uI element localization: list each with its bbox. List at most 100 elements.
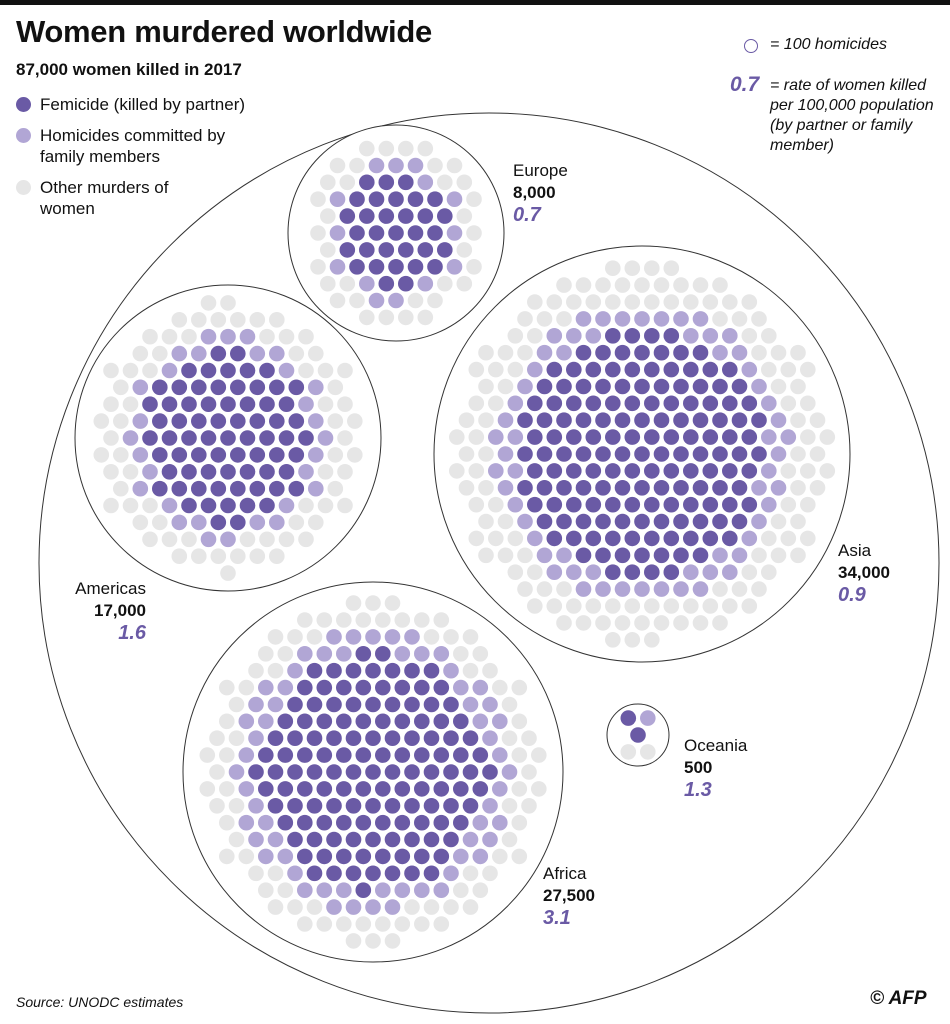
- dot-africa-femicide: [277, 781, 294, 797]
- dot-asia-other: [546, 294, 563, 310]
- dot-asia-other: [780, 496, 797, 513]
- dot-asia-other: [517, 344, 533, 361]
- dot-africa-other: [209, 730, 225, 746]
- dot-europe-family: [417, 174, 434, 191]
- dot-europe-femicide: [407, 259, 424, 275]
- dot-oceania-femicide: [620, 710, 637, 726]
- dot-americas-other: [113, 447, 129, 463]
- dot-americas-other: [113, 379, 129, 396]
- dot-asia-other: [614, 277, 631, 293]
- dot-asia-femicide: [517, 412, 533, 429]
- dot-americas-femicide: [269, 413, 285, 429]
- dot-americas-family: [132, 480, 149, 497]
- dot-africa-family: [248, 730, 264, 746]
- dot-asia-other: [595, 615, 611, 631]
- dot-asia-femicide: [683, 463, 699, 479]
- dot-asia-femicide: [634, 412, 650, 429]
- dot-africa-family: [228, 764, 245, 780]
- dot-europe-other: [349, 157, 365, 174]
- dot-asia-family: [575, 311, 592, 327]
- dot-africa-other: [443, 899, 459, 915]
- dot-africa-family: [258, 713, 274, 730]
- dot-asia-other: [673, 615, 689, 631]
- dot-africa-family: [414, 646, 430, 662]
- dot-africa-femicide: [365, 696, 381, 713]
- dot-africa-family: [326, 899, 342, 915]
- dot-americas-family: [200, 531, 217, 548]
- dot-americas-femicide: [152, 480, 168, 497]
- dot-asia-femicide: [546, 463, 563, 479]
- dot-asia-femicide: [731, 412, 748, 429]
- dot-asia-other: [468, 463, 485, 479]
- dot-europe-femicide: [378, 275, 395, 292]
- dot-europe-femicide: [349, 225, 365, 241]
- dot-asia-femicide: [692, 344, 709, 361]
- dot-asia-family: [507, 429, 524, 445]
- dot-asia-femicide: [741, 395, 758, 412]
- dot-africa-other: [248, 662, 264, 679]
- dot-europe-other: [320, 242, 336, 258]
- dot-asia-femicide: [644, 463, 660, 479]
- dot-americas-other: [269, 312, 285, 328]
- dot-asia-other: [468, 530, 485, 547]
- dot-africa-femicide: [355, 679, 372, 696]
- dot-americas-other: [113, 480, 129, 497]
- dot-africa-other: [501, 696, 518, 713]
- dot-africa-femicide: [404, 662, 420, 679]
- dot-asia-femicide: [527, 395, 543, 412]
- region-value-asia: 34,000: [838, 563, 890, 582]
- dot-americas-femicide: [259, 430, 275, 446]
- dot-asia-femicide: [712, 446, 728, 462]
- dot-asia-femicide: [644, 564, 660, 580]
- dot-europe-femicide: [437, 242, 453, 258]
- dot-asia-family: [692, 581, 709, 597]
- region-value-oceania: 500: [684, 758, 713, 777]
- dot-americas-femicide: [161, 464, 178, 480]
- dot-asia-femicide: [585, 463, 602, 479]
- dot-americas-other: [278, 531, 295, 548]
- dot-africa-family: [501, 764, 518, 780]
- dot-asia-other: [507, 530, 524, 547]
- dot-asia-family: [761, 463, 777, 479]
- dot-europe-other: [446, 157, 463, 174]
- dot-europe-family: [329, 191, 346, 207]
- dot-africa-family: [492, 814, 508, 831]
- dot-asia-other: [770, 547, 787, 564]
- dot-africa-other: [521, 730, 537, 746]
- dot-africa-family: [472, 679, 489, 696]
- dot-asia-femicide: [673, 378, 689, 395]
- dot-europe-femicide: [427, 191, 443, 207]
- top-rule: [0, 0, 950, 5]
- dot-asia-femicide: [692, 480, 709, 496]
- dot-asia-family: [751, 513, 767, 530]
- dot-africa-femicide: [384, 798, 401, 814]
- dot-americas-femicide: [200, 362, 217, 379]
- dot-europe-family: [329, 259, 346, 275]
- dot-asia-family: [683, 328, 699, 344]
- dot-asia-other: [741, 328, 758, 344]
- source-note: Source: UNODC estimates: [16, 994, 184, 1010]
- dot-europe-other: [466, 225, 482, 241]
- dot-asia-other: [751, 547, 767, 564]
- dot-asia-other: [497, 344, 514, 361]
- dot-americas-femicide: [220, 362, 236, 379]
- dot-africa-family: [394, 646, 411, 662]
- dot-americas-family: [308, 480, 324, 497]
- dot-africa-femicide: [287, 798, 303, 814]
- dot-americas-femicide: [230, 379, 246, 396]
- afp-credit-logo: © AFP: [870, 988, 927, 1009]
- dot-americas-family: [278, 362, 295, 379]
- dot-asia-femicide: [536, 513, 553, 530]
- dot-africa-femicide: [404, 696, 420, 713]
- dot-africa-femicide: [345, 730, 362, 746]
- dot-americas-femicide: [249, 480, 266, 497]
- dot-europe-family: [446, 225, 463, 241]
- dot-africa-femicide: [267, 730, 284, 746]
- dot-americas-femicide: [288, 447, 305, 463]
- dot-americas-femicide: [239, 396, 256, 413]
- dot-africa-femicide: [414, 747, 430, 763]
- dot-africa-family: [365, 629, 381, 645]
- dot-asia-family: [488, 463, 504, 479]
- dot-africa-other: [336, 612, 352, 628]
- dot-americas-femicide: [239, 362, 256, 379]
